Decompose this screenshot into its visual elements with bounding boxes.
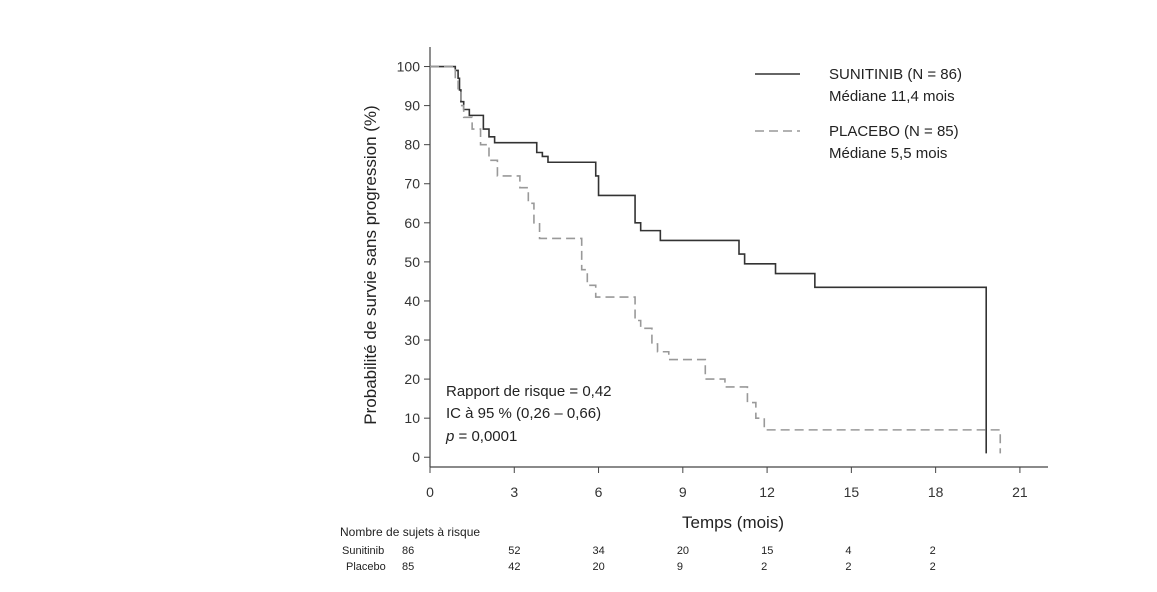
- x-tick-group: 0 3 6 9 12 15 18 21: [426, 467, 1028, 500]
- y-tick-label-80: 80: [404, 137, 420, 153]
- y-tick-label-30: 30: [404, 332, 420, 348]
- confidence-interval-text: IC à 95 % (0,26 – 0,66): [446, 405, 601, 422]
- risk-value-placebo-9: 9: [677, 561, 683, 573]
- risk-table: Nombre de sujets à risque Sunitinib Plac…: [340, 525, 936, 573]
- y-tick-label-60: 60: [404, 215, 420, 231]
- risk-table-title: Nombre de sujets à risque: [340, 525, 480, 539]
- risk-value-placebo-15: 2: [845, 561, 851, 573]
- stats-annotation: Rapport de risque = 0,42 IC à 95 % (0,26…: [445, 383, 612, 445]
- y-tick-label-40: 40: [404, 293, 420, 309]
- risk-value-sunitinib-12: 15: [761, 545, 773, 557]
- y-tick-label-20: 20: [404, 371, 420, 387]
- y-tick-label-0: 0: [412, 449, 420, 465]
- legend-median-placebo: Médiane 5,5 mois: [829, 145, 947, 162]
- y-tick-group: 0 10 20 30 40 50 60 70 80 90 100: [397, 59, 430, 465]
- risk-value-sunitinib-9: 20: [677, 545, 689, 557]
- risk-value-sunitinib-6: 34: [593, 545, 605, 557]
- y-tick-label-70: 70: [404, 176, 420, 192]
- risk-row-label-sunitinib: Sunitinib: [342, 545, 384, 557]
- y-tick-label-50: 50: [404, 254, 420, 270]
- risk-value-placebo-18: 2: [930, 561, 936, 573]
- x-tick-label-3: 3: [510, 484, 518, 500]
- risk-value-placebo-3: 42: [508, 561, 520, 573]
- series-group: [430, 65, 1002, 454]
- risk-value-placebo-12: 2: [761, 561, 767, 573]
- x-tick-label-9: 9: [679, 484, 687, 500]
- x-axis-title: Temps (mois): [682, 513, 784, 532]
- y-tick-label-90: 90: [404, 98, 420, 114]
- x-tick-label-0: 0: [426, 484, 434, 500]
- risk-value-sunitinib-0: 86: [402, 545, 414, 557]
- legend-median-sunitinib: Médiane 11,4 mois: [829, 88, 955, 105]
- x-tick-label-12: 12: [759, 484, 775, 500]
- risk-value-sunitinib-3: 52: [508, 545, 520, 557]
- risk-row-label-placebo: Placebo: [346, 561, 386, 573]
- risk-value-placebo-0: 85: [402, 561, 414, 573]
- series-line-placebo: [430, 65, 1002, 454]
- y-tick-label-100: 100: [397, 59, 421, 75]
- p-value-text: p = 0,0001: [445, 428, 517, 445]
- y-axis-title: Probabilité de survie sans progression (…: [361, 105, 380, 424]
- y-tick-label-10: 10: [404, 410, 420, 426]
- risk-value-sunitinib-18: 2: [930, 545, 936, 557]
- legend: SUNITINIB (N = 86) Médiane 11,4 mois PLA…: [755, 66, 962, 162]
- x-tick-label-15: 15: [844, 484, 860, 500]
- x-tick-label-18: 18: [928, 484, 944, 500]
- series-line-sunitinib: [430, 65, 987, 454]
- risk-value-sunitinib-15: 4: [845, 545, 851, 557]
- risk-value-placebo-6: 20: [593, 561, 605, 573]
- legend-label-sunitinib: SUNITINIB (N = 86): [829, 66, 962, 83]
- hazard-ratio-text: Rapport de risque = 0,42: [446, 383, 612, 400]
- legend-label-placebo: PLACEBO (N = 85): [829, 123, 959, 140]
- x-tick-label-6: 6: [595, 484, 603, 500]
- x-tick-label-21: 21: [1012, 484, 1028, 500]
